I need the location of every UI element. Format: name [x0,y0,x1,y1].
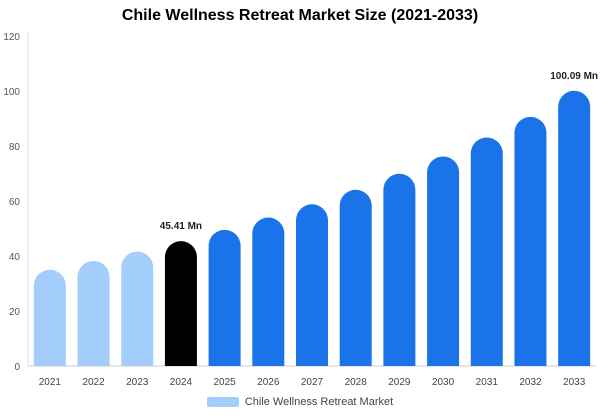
y-tick-label: 100 [3,87,20,98]
bar-2022 [77,260,110,366]
bar-2023 [121,251,154,366]
x-tick-label: 2025 [213,377,236,388]
bar-2031 [470,137,503,366]
y-tick-label: 80 [9,142,21,153]
x-tick-label: 2031 [476,377,499,388]
bar-2027 [296,204,328,366]
x-tick-label: 2029 [388,377,411,388]
x-tick-label: 2027 [301,377,324,388]
x-tick-label: 2021 [39,377,62,388]
y-tick-label: 40 [9,252,21,263]
x-tick-label: 2032 [519,377,542,388]
y-tick-label: 60 [9,197,21,208]
bar-2029 [383,173,416,366]
legend: Chile Wellness Retreat Market [0,396,600,408]
x-tick-label: 2023 [126,377,149,388]
y-tick-label: 0 [14,362,20,373]
chart-title: Chile Wellness Retreat Market Size (2021… [121,7,479,24]
bar-2028 [339,189,372,366]
bar-2026 [252,217,285,366]
bar-2021 [33,269,66,366]
x-tick-label: 2022 [82,377,105,388]
legend-swatch [206,397,239,407]
y-tick-label: 20 [9,307,21,318]
x-tick-label: 2030 [432,377,455,388]
x-tick-label: 2028 [345,377,368,388]
data-label: 100.09 Mn [550,71,598,82]
bar-2024 [164,241,197,366]
bar-2032 [514,116,547,366]
y-tick-label: 120 [3,32,20,43]
bar-2025 [208,229,241,366]
x-tick-label: 2024 [170,377,193,388]
data-label: 45.41 Mn [160,221,202,232]
x-tick-label: 2033 [563,377,586,388]
bar-2033 [558,90,591,366]
bar-2030 [427,156,460,366]
legend-label: Chile Wellness Retreat Market [244,396,394,408]
x-tick-label: 2026 [257,377,280,388]
